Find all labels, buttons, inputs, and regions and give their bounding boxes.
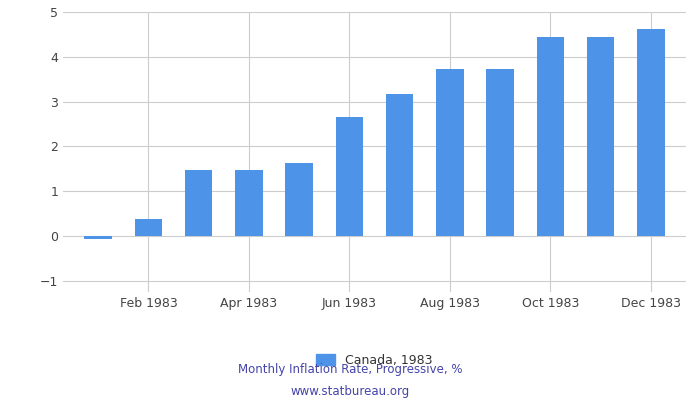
Bar	[85, 236, 112, 239]
Text: Monthly Inflation Rate, Progressive, %: Monthly Inflation Rate, Progressive, %	[238, 364, 462, 376]
Bar	[436, 69, 463, 236]
Bar	[637, 29, 664, 236]
Bar	[587, 37, 615, 236]
Bar	[335, 117, 363, 236]
Legend: Canada, 1983: Canada, 1983	[312, 349, 438, 372]
Bar	[536, 37, 564, 236]
Bar	[134, 219, 162, 236]
Bar	[185, 170, 213, 236]
Bar	[386, 94, 414, 236]
Bar	[235, 170, 262, 236]
Bar	[286, 164, 313, 236]
Text: www.statbureau.org: www.statbureau.org	[290, 386, 410, 398]
Bar	[486, 69, 514, 236]
